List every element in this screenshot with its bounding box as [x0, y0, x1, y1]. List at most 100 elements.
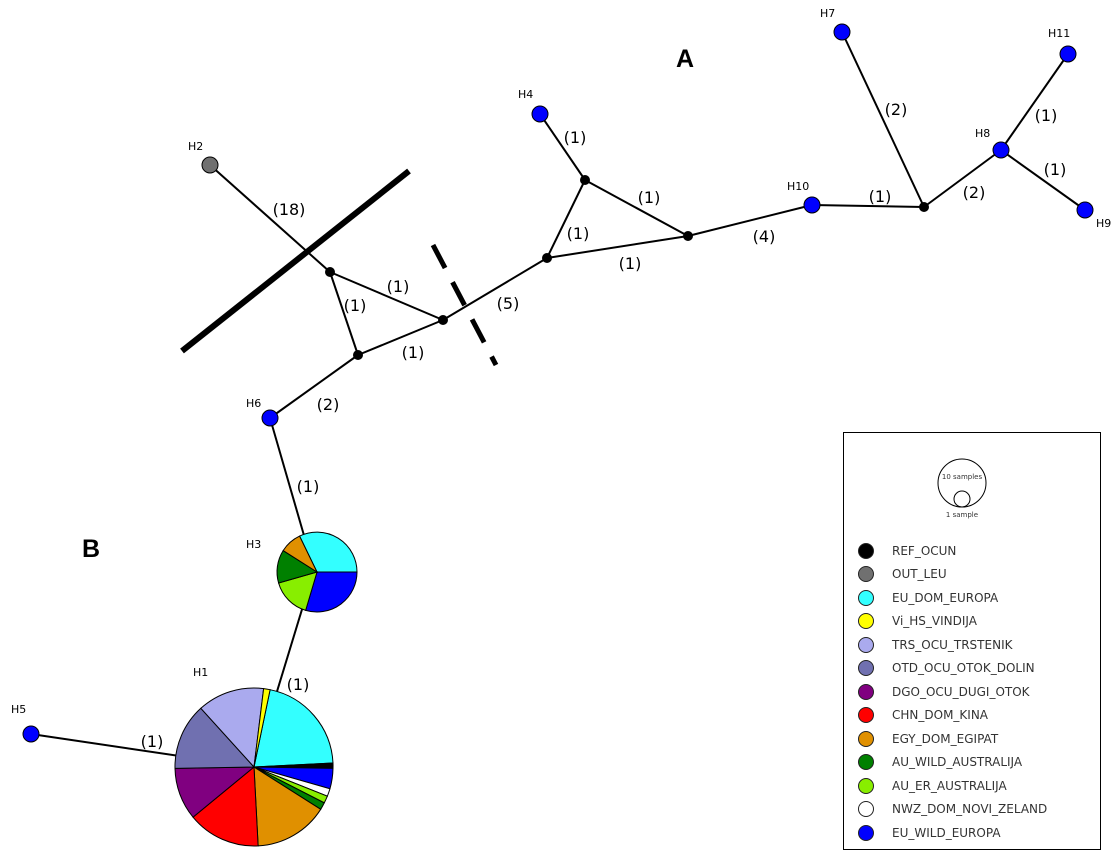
node-labels: H1 H2 H3 H4 H5 H6 H7 H8 H9 H10 H11 [11, 7, 1111, 716]
pie-slice-egy-dom-egipat [282, 535, 319, 574]
mutation-label: (1) [297, 477, 320, 496]
legend-item: OUT_LEU [858, 563, 1047, 587]
mutation-label: (1) [387, 277, 410, 296]
edge-h8-h11 [1000, 53, 1069, 151]
legend-label: TRS_OCU_TRSTENIK [892, 637, 1013, 652]
legend-item: EU_DOM_EUROPA [858, 586, 1047, 610]
mutation-label: (1) [619, 254, 642, 273]
mutation-label: (1) [638, 188, 661, 207]
legend-swatch [858, 730, 874, 747]
pie-slice-eu-dom-europa [298, 531, 358, 573]
legend-item: AU_ER_AUSTRALIJA [858, 774, 1047, 798]
legend-swatch [858, 636, 874, 653]
median-vector [683, 231, 693, 241]
legend-swatch [858, 660, 874, 677]
legend-label: AU_ER_AUSTRALIJA [892, 778, 1007, 793]
pie-slice-egy-dom-egipat [253, 766, 322, 847]
legend-item: DGO_OCU_DUGI_OTOK [858, 680, 1047, 704]
legend-scale: 10 samples 1 sample [937, 458, 987, 519]
legend-label: REF_OCUN [892, 543, 957, 558]
section-label-b: B [82, 535, 100, 563]
legend-swatch [858, 683, 874, 700]
pie-slice-eu-wild-europa [305, 571, 358, 613]
haplotype-node-h6 [261, 409, 279, 427]
legend-label: DGO_OCU_DUGI_OTOK [892, 684, 1030, 699]
edge-h8-h9 [1000, 149, 1086, 211]
legend-label: AU_WILD_AUSTRALIJA [892, 755, 1023, 770]
legend-swatch [858, 589, 874, 606]
haplotype-node-h8 [992, 141, 1010, 159]
node-label-h3: H3 [246, 538, 261, 551]
haplotype-node-h4 [531, 105, 549, 123]
pie-slice-chn-dom-kina [192, 765, 259, 847]
mutation-label: (5) [497, 294, 520, 313]
legend-swatch [858, 542, 874, 559]
mutation-label: (2) [317, 395, 340, 414]
mutation-label: (1) [344, 296, 367, 315]
mutation-label: (1) [1035, 106, 1058, 125]
pie-slice-trs-ocu-trstenik [200, 687, 265, 769]
mutation-label: (1) [402, 343, 425, 362]
legend-swatch [858, 707, 874, 724]
section-label-a: A [676, 45, 694, 73]
legend-item: AU_WILD_AUSTRALIJA [858, 751, 1047, 775]
legend-label: EU_DOM_EUROPA [892, 590, 999, 605]
edge-m4-m6 [546, 235, 689, 259]
scale-label-large: 10 samples [942, 473, 983, 481]
mutation-label: (18) [273, 200, 306, 219]
legend-item: TRS_OCU_TRSTENIK [858, 633, 1047, 657]
edge-m4-m5 [546, 179, 586, 259]
median-vector [580, 175, 590, 185]
edge-h10-m7 [811, 204, 925, 208]
edge-m7-h7 [841, 31, 925, 208]
break-line-solid [180, 168, 411, 354]
node-label-h10: H10 [787, 180, 809, 193]
median-vector [919, 202, 929, 212]
legend-item: REF_OCUN [858, 539, 1047, 563]
mutation-labels: (18) (1) (1) (1) (2) (1) (5) (1) (1) (1)… [141, 100, 1067, 751]
legend-label: EGY_DOM_EGIPAT [892, 731, 999, 746]
edge-h2-m1 [209, 164, 331, 273]
network-edges [30, 31, 1086, 768]
mutation-label: (2) [963, 183, 986, 202]
scale-circle-small [953, 490, 971, 508]
median-vector [542, 253, 552, 263]
node-label-h8: H8 [975, 127, 990, 140]
mutation-label: (2) [885, 100, 908, 119]
haplotype-node-h7 [833, 23, 851, 41]
haplotype-pie-h1 [174, 687, 334, 847]
median-vector [438, 315, 448, 325]
legend-item: EU_WILD_EUROPA [858, 821, 1047, 845]
node-label-h9: H9 [1096, 217, 1111, 230]
legend-label: NWZ_DOM_NOVI_ZELAND [892, 802, 1048, 817]
legend-list: REF_OCUN OUT_LEU EU_DOM_EUROPA Vi_HS_VIN… [858, 539, 1047, 845]
legend-item: CHN_DOM_KINA [858, 704, 1047, 728]
scale-label-small: 1 sample [946, 511, 978, 519]
legend-swatch [858, 754, 874, 771]
legend-label: Vi_HS_VINDIJA [892, 614, 977, 629]
legend-label: OUT_LEU [892, 567, 947, 582]
mutation-label: (1) [287, 675, 310, 694]
node-label-h6: H6 [246, 397, 261, 410]
edge-m6-h10 [687, 204, 813, 237]
edge-m2-m3 [357, 319, 444, 356]
mutation-label: (1) [141, 732, 164, 751]
legend-item: EGY_DOM_EGIPAT [858, 727, 1047, 751]
edge-m2-h6 [269, 354, 359, 419]
legend-swatch [858, 777, 874, 794]
legend-label: CHN_DOM_KINA [892, 708, 989, 723]
node-label-h4: H4 [518, 88, 533, 101]
haplotype-node-h5 [22, 725, 40, 743]
legend-swatch [858, 801, 874, 818]
pie-slice-vi-hs-vindija [253, 688, 271, 768]
mutation-label: (1) [564, 128, 587, 147]
edge-m7-h8 [923, 149, 1002, 208]
haplotype-node-h11 [1059, 45, 1077, 63]
median-vector [325, 267, 335, 277]
haplotype-node-h2 [201, 156, 219, 174]
legend-swatch [858, 613, 874, 630]
node-label-h11: H11 [1048, 27, 1070, 40]
scale-circle-large [937, 458, 987, 508]
node-label-h2: H2 [188, 140, 203, 153]
legend-item: NWZ_DOM_NOVI_ZELAND [858, 798, 1047, 822]
